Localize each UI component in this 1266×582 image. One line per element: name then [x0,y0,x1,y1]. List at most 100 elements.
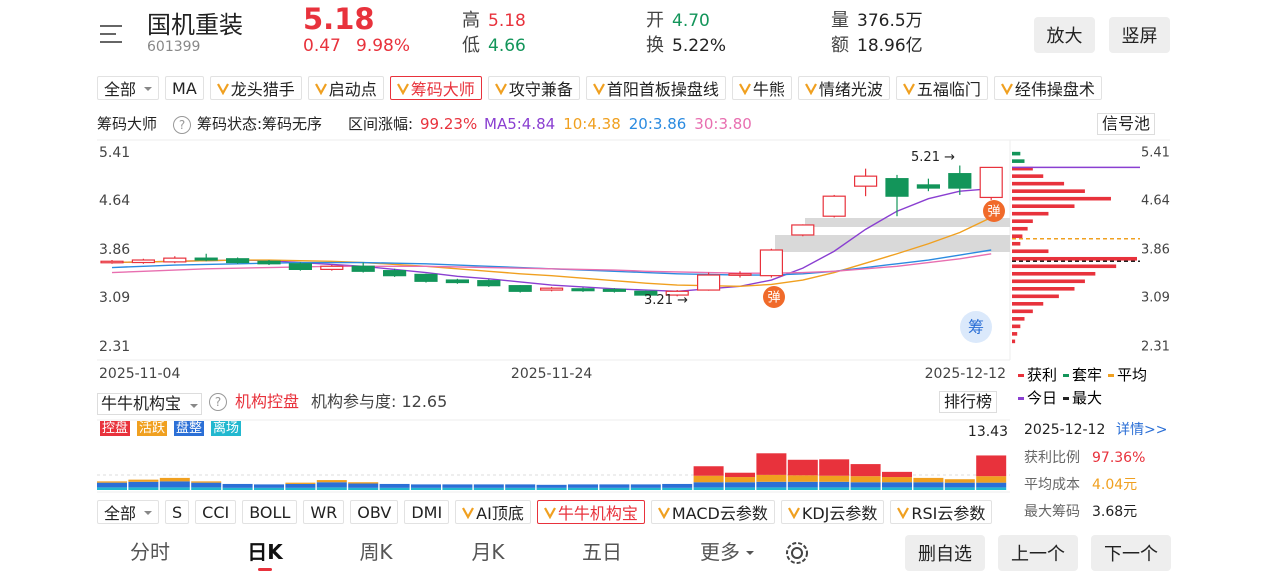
series-tag: 活跃 [137,421,168,436]
vip-icon-mark [462,507,475,519]
stacked-bar [536,484,567,488]
price-annotation: 3.21 → [644,293,688,308]
tab[interactable]: MACD云参数 [650,500,775,524]
change-pct: 9.98% [356,36,411,56]
info-date: 2025-12-12 [1024,422,1106,438]
tab-label: 筹码大师 [410,80,475,99]
candle-body [571,288,595,292]
stacked-bar [348,482,379,484]
tab-label: WR [310,502,338,522]
tab[interactable]: WR [303,500,345,524]
info-detail[interactable]: 详情>> [1116,422,1168,438]
ranking-button[interactable]: 排行榜 [939,391,998,413]
tab[interactable]: 牛牛机构宝 [536,500,645,524]
action-button[interactable]: 下一个 [1091,535,1171,571]
participation: 机构参与度: 12.65 [311,392,448,411]
stacked-bar [850,476,881,483]
price-annotation: 5.21 → [911,150,955,165]
chip-bar [1012,219,1033,224]
chip-bar [1012,174,1044,178]
tab[interactable]: S [165,500,190,524]
tab[interactable]: 首阳首板操盘线 [585,76,726,100]
action-button[interactable]: 删自选 [905,535,985,571]
header-button[interactable]: 竖屏 [1109,17,1170,53]
tab[interactable]: MA [165,76,204,100]
dropdown-arrow [190,404,198,412]
tab[interactable]: AI顶底 [455,500,531,524]
tab[interactable]: 攻守兼备 [487,76,580,100]
chip-bar [1012,166,1033,171]
legend-label: 今日 [1027,389,1058,407]
vip-icon [494,83,507,95]
help-icon[interactable]: ? [209,393,227,411]
chip-bar [1012,234,1023,239]
signal-pool[interactable]: 信号池 [1097,113,1156,135]
candle-body [351,265,375,272]
series-tag: 控盘 [100,421,131,436]
stacked-bar [976,482,1007,488]
settings-icon[interactable] [786,542,808,564]
stacked-bar [819,459,850,476]
tab[interactable]: 情绪光波 [797,76,890,100]
vip-icon [738,83,751,95]
candle-body [508,285,532,292]
stacked-bar [97,481,127,483]
candle-body [163,257,187,263]
action-button[interactable]: 上一个 [998,535,1078,571]
stacked-bar [191,487,222,490]
tab-label: MA [172,78,197,98]
tab[interactable]: 牛熊 [731,76,792,100]
tab[interactable]: 五福临门 [895,76,988,100]
info-label: 平均成本 [1024,477,1080,493]
tab[interactable]: BOLL [242,500,298,524]
chip-bar [1012,211,1049,216]
stacked-bar [159,477,190,482]
stacked-bar [882,487,912,490]
stacked-bar [819,475,850,482]
dropdown-arrow [144,86,153,95]
legend-label: 获利 [1027,366,1058,384]
legend-swatch [1063,374,1070,377]
stacked-bar [568,487,598,490]
tab[interactable]: 筹码大师 [389,76,482,100]
tab-label: 全部 [104,504,137,523]
stacked-bar [787,475,818,482]
tab[interactable]: DMI [404,500,450,524]
tab[interactable]: 全部 [97,76,160,100]
period-tab[interactable]: 周K [359,540,393,564]
tab[interactable]: KDJ云参数 [780,500,885,524]
period-tab[interactable]: 分时 [130,540,170,564]
vip-icon-mark [804,83,817,95]
stacked-bar [505,487,536,490]
tab[interactable]: OBV [350,500,399,524]
stacked-bar [787,459,818,476]
ma-line [111,253,992,274]
period-tab[interactable]: 五日 [582,540,622,564]
stacked-bar [285,482,316,484]
stacked-bar [725,477,755,483]
menu-icon[interactable] [100,25,122,43]
tab[interactable]: 龙头猎手 [209,76,302,100]
header-button[interactable]: 放大 [1034,17,1095,53]
period-tab[interactable]: 更多 [700,540,740,564]
period-tab[interactable]: 日K [247,540,283,564]
panel-selector[interactable]: 牛牛机构宝 [97,393,203,415]
period-tab[interactable]: 月K [471,540,505,564]
vip-icon-mark [494,83,507,95]
tab[interactable]: CCI [195,500,237,524]
stacked-bar [882,471,912,478]
tab[interactable]: RSI云参数 [890,500,993,524]
help-icon[interactable]: ? [173,116,191,134]
stacked-bar [787,487,818,490]
vip-icon-mark [396,83,409,95]
tab[interactable]: 启动点 [307,76,384,100]
chip-bar [1012,332,1018,336]
tab[interactable]: 全部 [97,500,160,524]
stacked-bar [913,482,944,488]
tab[interactable]: 经伟操盘术 [993,76,1102,100]
chip-zone [805,218,1010,227]
x-tick-label: 2025-12-12 [925,366,1006,382]
tab-label: 龙头猎手 [230,80,295,99]
stacked-bar [285,487,316,490]
info-value: 97.36% [1092,450,1146,466]
